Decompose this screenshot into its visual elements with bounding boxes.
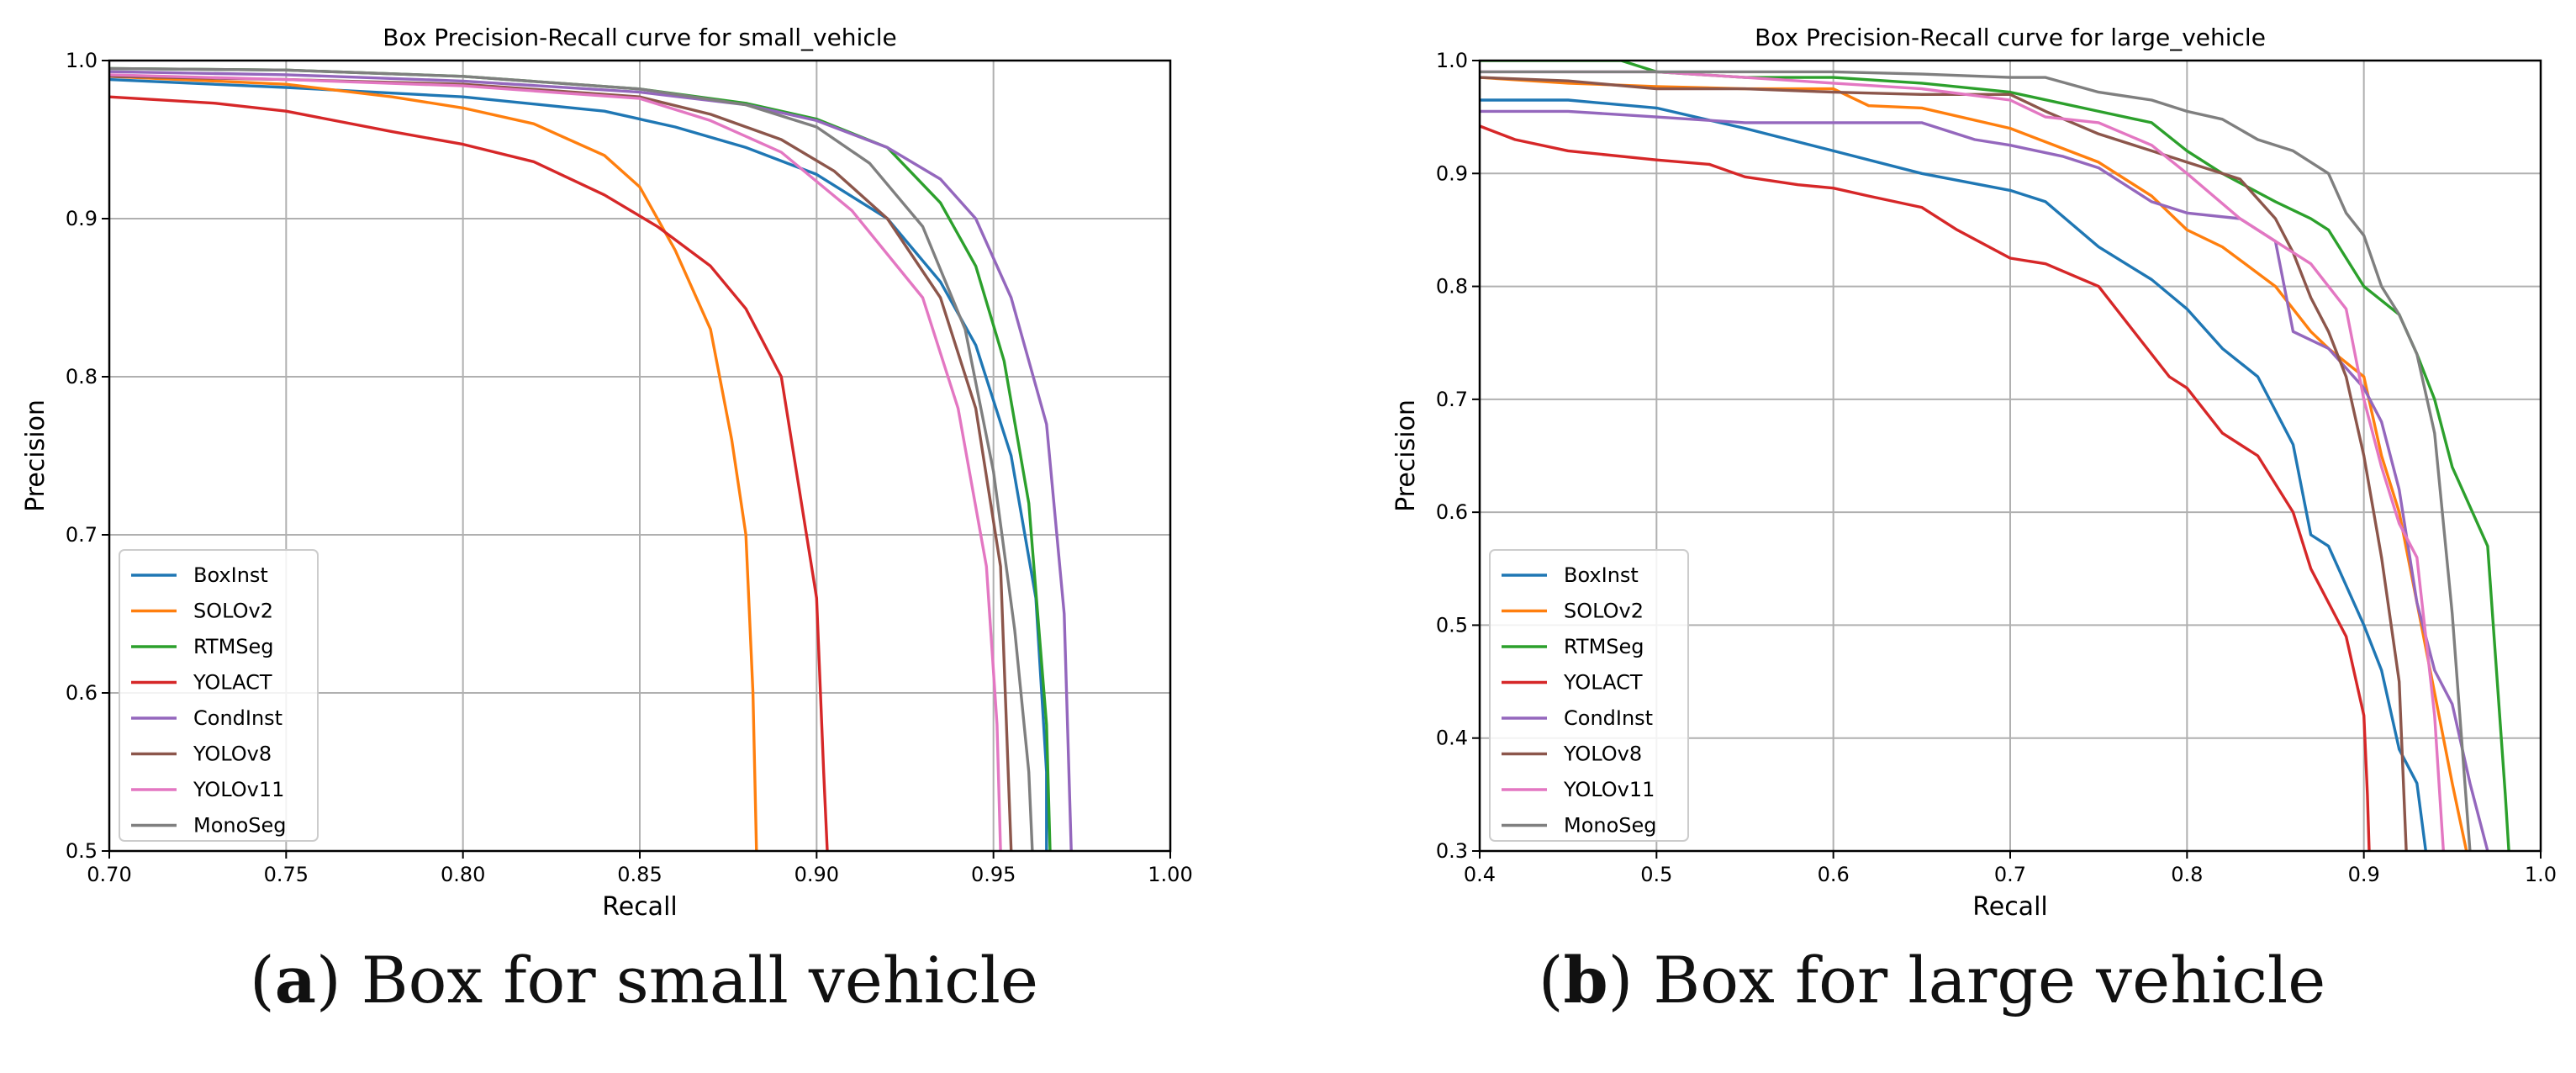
chart0-series-group	[109, 66, 1073, 851]
chart1-legend-label: MonoSeg	[1564, 814, 1657, 838]
caption-a-text: Box for small vehicle	[340, 943, 1038, 1018]
chart0-legend-label: YOLOv8	[193, 743, 272, 766]
chart1-series-monoseg	[1480, 70, 2472, 851]
chart1-ytick-label: 0.6	[1436, 500, 1468, 524]
chart1-series-yolov8	[1480, 76, 2408, 851]
chart1-series-group	[1480, 61, 2510, 851]
chart1-series-yolov11	[1480, 70, 2445, 851]
chart0-legend-label: SOLOv2	[193, 600, 273, 623]
chart1-legend: BoxInst SOLOv2 RTMSeg YOLACT CondInst YOLOv8 Y…	[1489, 549, 1689, 842]
chart0-legend-label: BoxInst	[193, 563, 268, 587]
chart1-legend-label: SOLOv2	[1564, 600, 1644, 623]
chart0-series-boxinst	[109, 77, 1048, 851]
chart1-xtick-label: 0.5	[1640, 863, 1672, 886]
chart1-xtick-label: 0.7	[1994, 863, 2026, 886]
chart1-legend-label: YOLACT	[1563, 671, 1643, 695]
chart1-xtick-label: 0.6	[1818, 863, 1850, 886]
chart1-legend-box	[1489, 549, 1689, 842]
chart0-title: Box Precision-Recall curve for small_veh…	[383, 24, 896, 51]
chart0-ytick-label: 0.5	[66, 839, 98, 863]
chart0-xtick-label: 0.95	[971, 863, 1016, 886]
chart1-ylabel: Precision	[1391, 399, 1421, 512]
chart0-xtick-label: 0.85	[617, 863, 662, 886]
caption-a: (a) Box for small vehicle	[0, 949, 1288, 1012]
chart1-series-boxinst	[1480, 98, 2427, 851]
chart0-series-condinst	[109, 70, 1073, 851]
chart0-legend-label: YOLOv11	[193, 778, 284, 801]
chart0-legend-box	[119, 549, 319, 842]
chart1-ytick-label: 0.3	[1436, 839, 1468, 863]
caption-b-text: Box for large vehicle	[1633, 943, 2326, 1018]
chart1-ytick-label: 1.0	[1436, 49, 1468, 72]
chart1-ytick-label: 0.8	[1436, 275, 1468, 299]
chart0-ytick-label: 0.6	[66, 681, 98, 705]
caption-b-letter: b	[1563, 943, 1608, 1018]
chart0-legend-label: CondInst	[193, 706, 282, 730]
chart0-legend-label: MonoSeg	[193, 814, 287, 838]
caption-b-paren-open: (	[1538, 943, 1564, 1018]
chart0-xlabel: Recall	[602, 892, 678, 922]
chart0-series-solov2	[109, 75, 758, 851]
chart0-legend: BoxInst SOLOv2 RTMSeg YOLACT CondInst YOLOv8 Y…	[119, 549, 319, 842]
chart0-ylabel: Precision	[21, 399, 50, 512]
chart1-ytick-label: 0.5	[1436, 613, 1468, 637]
chart0-series-yolov11	[109, 73, 1002, 851]
chart1-xtick-label: 0.8	[2171, 863, 2203, 886]
caption-a-letter: a	[274, 943, 316, 1018]
chart1-ytick-label: 0.4	[1436, 727, 1468, 750]
chart1-legend-label: YOLOv8	[1563, 743, 1642, 766]
chart0-ytick-label: 0.7	[66, 523, 98, 547]
chart1-xtick-label: 1.0	[2525, 863, 2557, 886]
chart1-legend-label: CondInst	[1564, 706, 1653, 730]
chart-large-vehicle: 0.4 0.5 0.6 0.7 0.8 0.9 1.00.30.40.50.60.70.80…	[1391, 24, 2557, 922]
chart0-ytick-label: 0.8	[66, 365, 98, 388]
chart1-series-yolact	[1480, 124, 2371, 851]
chart1-title: Box Precision-Recall curve for large_veh…	[1755, 24, 2266, 51]
chart0-xtick-label: 0.90	[794, 863, 839, 886]
chart-small-vehicle: 0.70 0.75 0.80 0.85 0.90 0.95 1.00 0.5 0.6 0.7 0.8…	[21, 24, 1193, 922]
chart0-ytick-label: 1.0	[66, 49, 98, 72]
chart0-xtick-label: 0.75	[264, 863, 309, 886]
chart1-legend-label: YOLOv11	[1563, 778, 1655, 801]
chart0-xtick-label: 0.80	[441, 863, 485, 886]
chart1-series-solov2	[1480, 76, 2468, 851]
chart0-series-monoseg	[109, 66, 1034, 851]
caption-b-paren-close: )	[1607, 943, 1634, 1018]
chart0-legend-label: RTMSeg	[193, 635, 274, 658]
chart0-xtick-label: 1.00	[1148, 863, 1192, 886]
chart0-legend-label: YOLACT	[193, 671, 272, 695]
chart0-series-yolact	[109, 95, 829, 851]
chart1-xtick-label: 0.4	[1464, 863, 1496, 886]
chart1-xtick-label: 0.9	[2348, 863, 2380, 886]
chart1-ytick-label: 0.9	[1436, 161, 1468, 185]
chart0-ytick-label: 0.9	[66, 207, 98, 230]
caption-b: (b) Box for large vehicle	[1288, 949, 2576, 1012]
chart1-xlabel: Recall	[1972, 892, 2048, 922]
chart0-xtick-label: 0.70	[87, 863, 131, 886]
caption-a-paren-close: )	[315, 943, 341, 1018]
chart1-ytick-label: 0.7	[1436, 388, 1468, 411]
chart1-series-condinst	[1480, 109, 2489, 851]
caption-a-paren-open: (	[250, 943, 275, 1018]
chart1-legend-label: BoxInst	[1564, 563, 1639, 587]
chart1-legend-label: RTMSeg	[1564, 635, 1644, 658]
